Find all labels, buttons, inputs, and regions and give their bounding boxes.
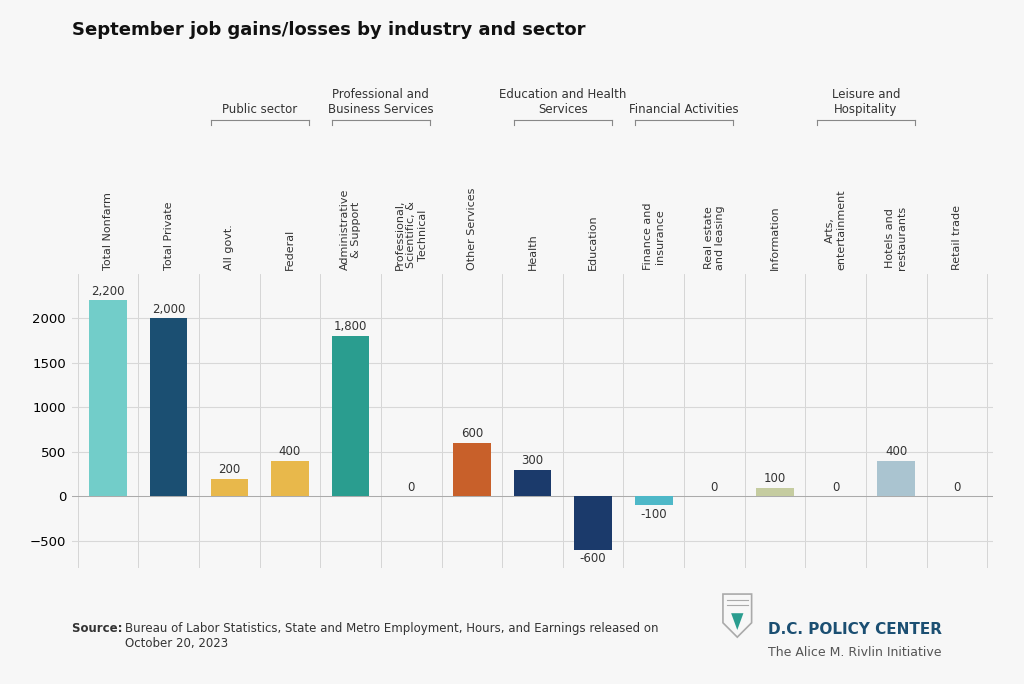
Text: Information: Information <box>770 206 780 270</box>
Text: Finance and
insurance: Finance and insurance <box>643 202 665 270</box>
Bar <box>89 300 127 497</box>
Text: Total Private: Total Private <box>164 202 174 270</box>
Bar <box>574 497 612 550</box>
Text: 400: 400 <box>885 445 907 458</box>
Text: Arts,
entertainment: Arts, entertainment <box>825 189 847 270</box>
Text: 0: 0 <box>711 481 718 494</box>
Text: Other Services: Other Services <box>467 188 477 270</box>
Bar <box>332 336 370 497</box>
Bar <box>756 488 794 497</box>
Bar <box>211 479 248 497</box>
Text: 400: 400 <box>279 445 301 458</box>
Text: Hotels and
restaurants: Hotels and restaurants <box>886 206 907 270</box>
Text: 0: 0 <box>953 481 961 494</box>
Text: Administrative
& Support: Administrative & Support <box>340 189 361 270</box>
Text: -100: -100 <box>640 508 667 521</box>
Text: 1,800: 1,800 <box>334 321 368 334</box>
Text: 0: 0 <box>831 481 840 494</box>
Text: Leisure and
Hospitality: Leisure and Hospitality <box>831 88 900 116</box>
Text: -600: -600 <box>580 553 606 566</box>
Text: Total Nonfarm: Total Nonfarm <box>103 192 113 270</box>
Text: Health: Health <box>527 233 538 270</box>
Text: The Alice M. Rivlin Initiative: The Alice M. Rivlin Initiative <box>768 646 941 659</box>
Text: Real estate
and leasing: Real estate and leasing <box>703 206 725 270</box>
Text: 2,200: 2,200 <box>91 285 125 298</box>
Text: Bureau of Labor Statistics, State and Metro Employment, Hours, and Earnings rele: Bureau of Labor Statistics, State and Me… <box>125 622 658 650</box>
Text: Professional,
Scientific, &
Technical: Professional, Scientific, & Technical <box>394 200 428 270</box>
Text: Public sector: Public sector <box>222 103 297 116</box>
Text: Source:: Source: <box>72 622 126 635</box>
Text: D.C. POLICY CENTER: D.C. POLICY CENTER <box>768 622 942 637</box>
Text: Financial Activities: Financial Activities <box>629 103 739 116</box>
Bar <box>514 470 551 497</box>
Text: 600: 600 <box>461 428 483 440</box>
Text: Education: Education <box>588 215 598 270</box>
Polygon shape <box>731 613 743 630</box>
Text: September job gains/losses by industry and sector: September job gains/losses by industry a… <box>72 21 585 38</box>
Bar <box>150 318 187 497</box>
Text: 200: 200 <box>218 463 241 476</box>
Text: 0: 0 <box>408 481 415 494</box>
Text: Professional and
Business Services: Professional and Business Services <box>328 88 434 116</box>
Text: All govt.: All govt. <box>224 224 234 270</box>
Text: 100: 100 <box>764 472 786 485</box>
Text: Retail trade: Retail trade <box>952 205 962 270</box>
Bar <box>453 443 490 497</box>
Bar <box>878 461 915 497</box>
Bar <box>635 497 673 505</box>
Text: 300: 300 <box>521 454 544 467</box>
Text: Education and Health
Services: Education and Health Services <box>499 88 627 116</box>
Bar <box>271 461 309 497</box>
Text: Federal: Federal <box>285 229 295 270</box>
Text: 2,000: 2,000 <box>152 302 185 316</box>
